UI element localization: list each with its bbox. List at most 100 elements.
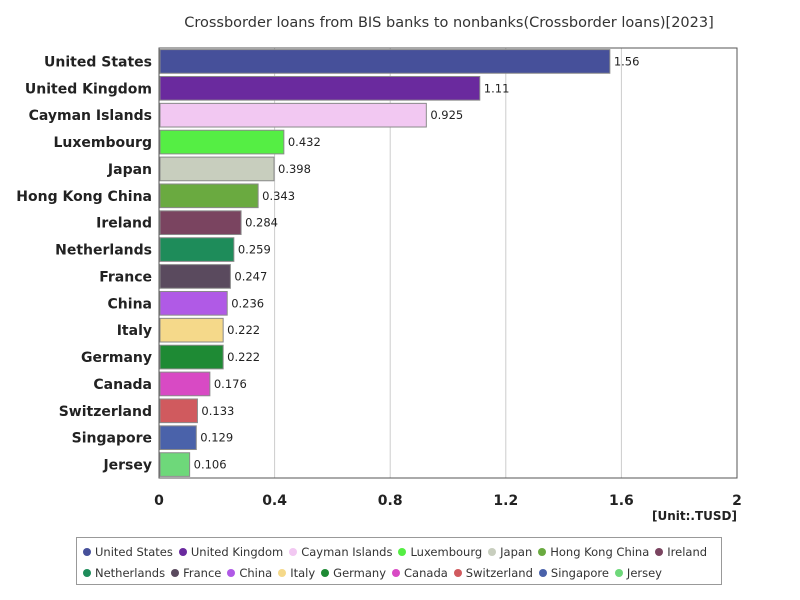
legend-item: Cayman Islands	[289, 542, 392, 563]
category-label: Germany	[81, 350, 152, 366]
legend-swatch	[398, 548, 407, 556]
value-label: 0.133	[201, 404, 234, 418]
legend-item: Hong Kong China	[538, 542, 649, 563]
category-label: Jersey	[102, 458, 152, 474]
legend-swatch	[614, 569, 623, 577]
bar	[159, 183, 259, 209]
value-label: 0.343	[262, 189, 295, 203]
legend-swatch	[538, 569, 547, 577]
legend-item: Ireland	[655, 542, 707, 563]
legend-item: Canada	[392, 563, 448, 584]
legend-label: Germany	[333, 566, 387, 580]
value-label: 0.129	[200, 431, 233, 445]
legend-label: Ireland	[667, 545, 708, 559]
legend-label: Hong Kong China	[550, 545, 650, 559]
bar	[159, 75, 481, 101]
bar	[159, 264, 231, 289]
legend-label: Singapore	[550, 566, 609, 580]
legend-swatch	[321, 569, 330, 577]
legend-label: Canada	[404, 566, 448, 580]
value-label: 0.106	[194, 458, 227, 472]
bar	[159, 129, 285, 155]
category-label: Netherlands	[55, 243, 152, 259]
legend-item: Jersey	[614, 563, 662, 584]
bar	[159, 317, 224, 343]
legend-swatch	[178, 548, 187, 556]
value-label: 0.247	[234, 269, 267, 283]
value-label: 0.222	[227, 323, 260, 337]
legend-label: Italy	[290, 566, 316, 580]
legend-item: Netherlands	[83, 563, 165, 584]
legend-item: Luxembourg	[398, 542, 482, 563]
bar	[159, 237, 235, 262]
x-tick-label: 2	[732, 493, 742, 509]
legend-swatch	[488, 548, 497, 556]
bar	[159, 425, 197, 451]
legend-label: Netherlands	[95, 566, 166, 580]
legend-label: United States	[95, 545, 173, 559]
bar	[159, 102, 427, 128]
bar	[159, 344, 224, 370]
legend-swatch	[83, 569, 91, 577]
legend: United States United Kingdom Cayman Island…	[76, 537, 722, 585]
value-label: 0.925	[430, 108, 463, 122]
bar	[159, 156, 275, 182]
legend-swatch	[83, 548, 91, 556]
value-label: 1.56	[614, 54, 640, 68]
category-label: United Kingdom	[25, 81, 152, 97]
x-tick-label: 1.6	[609, 493, 634, 509]
legend-swatch	[538, 548, 547, 556]
x-tick-label: 0.4	[262, 493, 287, 509]
bar	[159, 398, 198, 424]
legend-label: China	[239, 566, 273, 580]
category-label: Canada	[93, 377, 152, 393]
legend-item: Germany	[321, 563, 386, 584]
chart-title: Crossborder loans from BIS banks to nonb…	[184, 15, 714, 31]
category-label: Italy	[117, 323, 152, 339]
category-label: Switzerland	[59, 404, 152, 420]
legend-swatch	[278, 569, 287, 577]
legend-label: Jersey	[626, 566, 662, 580]
category-label: Hong Kong China	[16, 189, 152, 205]
unit-label: [Unit:.TUSD]	[652, 509, 737, 523]
bar	[159, 210, 242, 236]
legend-swatch	[171, 569, 180, 577]
category-label: Singapore	[72, 431, 152, 447]
legend-label: United Kingdom	[190, 545, 284, 559]
legend-label: Switzerland	[465, 566, 533, 580]
x-tick-label: 0	[154, 493, 164, 509]
value-label: 0.236	[231, 296, 264, 310]
bar	[159, 371, 211, 397]
legend-item: Singapore	[538, 563, 609, 584]
bar	[159, 290, 228, 316]
plot-frame	[158, 47, 738, 479]
legend-item: Italy	[278, 563, 315, 584]
value-label: 0.398	[278, 162, 311, 176]
legend-item: France	[171, 563, 221, 584]
legend-item: United Kingdom	[178, 542, 284, 563]
category-label: Japan	[107, 162, 152, 178]
category-label: Luxembourg	[53, 135, 152, 151]
category-label: United States	[44, 54, 152, 70]
legend-label: France	[183, 566, 222, 580]
legend-label: Japan	[500, 545, 533, 559]
value-label: 0.432	[288, 135, 321, 149]
legend-item: Switzerland	[453, 563, 533, 584]
legend-swatch	[227, 569, 236, 577]
legend-item: United States	[83, 542, 173, 563]
category-label: Ireland	[96, 216, 152, 232]
x-tick-label: 0.8	[378, 493, 403, 509]
legend-swatch	[655, 548, 664, 556]
legend-swatch	[289, 548, 298, 556]
legend-swatch	[453, 569, 462, 577]
value-label: 1.11	[484, 81, 510, 95]
bar	[159, 452, 191, 477]
value-label: 0.284	[245, 216, 278, 230]
category-label: Cayman Islands	[29, 108, 152, 124]
legend-label: Cayman Islands	[301, 545, 393, 559]
value-label: 0.259	[238, 243, 271, 257]
legend-item: Japan	[488, 542, 532, 563]
category-label: France	[99, 269, 152, 285]
x-tick-label: 1.2	[493, 493, 518, 509]
